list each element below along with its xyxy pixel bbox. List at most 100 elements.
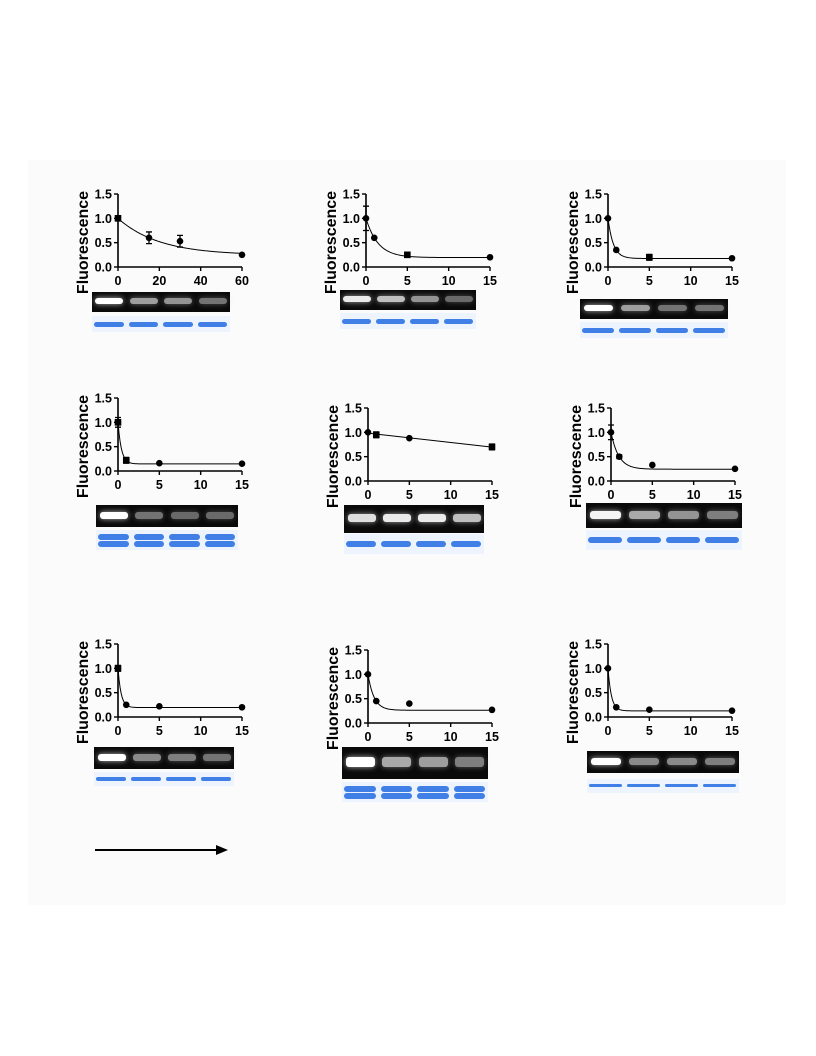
coomassie-band (588, 537, 622, 544)
x-tick-label: 0 (605, 724, 612, 738)
data-point (370, 234, 378, 242)
coomassie-gel (92, 316, 230, 332)
x-tick-label: 10 (684, 274, 698, 288)
coomassie-band (344, 793, 376, 800)
x-tick-label: 10 (444, 730, 458, 744)
coomassie-band (619, 327, 652, 333)
fluorescence-gel (94, 747, 234, 769)
gel-band (452, 513, 481, 523)
data-point (406, 700, 413, 707)
gel-band (417, 513, 446, 523)
data-point (646, 253, 653, 261)
x-tick-label: 15 (485, 488, 499, 502)
x-tick-label: 10 (444, 488, 458, 502)
data-point (238, 251, 246, 259)
y-tick-label: 0.0 (343, 261, 360, 275)
gel-band (694, 305, 725, 312)
x-tick-label: 10 (684, 724, 698, 738)
y-tick-label: 1.5 (585, 188, 602, 202)
coomassie-band (705, 537, 739, 544)
y-tick-label: 1.5 (343, 188, 360, 202)
y-axis-label: Fluorescence (75, 395, 92, 498)
data-point (176, 237, 184, 245)
coomassie-band (656, 327, 689, 333)
y-tick-label: 1.0 (343, 212, 360, 226)
y-tick-label: 1.0 (585, 212, 602, 226)
y-tick-label: 0.0 (95, 465, 112, 479)
y-tick-label: 1.0 (95, 212, 112, 226)
data-point (372, 697, 380, 705)
x-tick-label: 0 (115, 724, 122, 738)
gel-band (347, 513, 376, 523)
coomassie-band (346, 541, 377, 548)
gel-band (628, 758, 660, 765)
x-tick-label: 15 (728, 488, 742, 502)
y-tick-label: 1.5 (588, 402, 605, 416)
gel-band (445, 296, 473, 303)
y-tick-label: 1.0 (585, 662, 602, 676)
x-tick-label: 0 (363, 274, 370, 288)
coomassie-band (128, 321, 159, 327)
plot-9: Fluorescence 0.0 0.5 1.0 1.5 0 5 10 15 (565, 638, 739, 745)
coomassie-band (166, 776, 197, 782)
x-tick-label: 20 (152, 274, 166, 288)
coomassie-band (380, 793, 413, 800)
gel-band (377, 296, 405, 303)
x-tick-label: 0 (365, 488, 372, 502)
plot-4: Fluorescence 0.0 0.5 1.0 1.5 0 5 10 15 (75, 392, 249, 499)
coomassie-band (453, 786, 486, 793)
data-point (364, 671, 372, 678)
data-point (612, 703, 620, 711)
coomassie-band (169, 541, 200, 548)
data-point (404, 251, 411, 259)
gel-band (129, 298, 158, 305)
coomassie-band (444, 318, 474, 324)
y-tick-label: 1.5 (95, 638, 112, 652)
gel-band (382, 757, 412, 767)
y-tick-label: 0.0 (588, 475, 605, 489)
coomassie-band (703, 783, 736, 787)
x-tick-label: 0 (115, 478, 122, 492)
x-tick-label: 5 (156, 478, 163, 492)
y-tick-label: 1.5 (95, 392, 112, 406)
plot-3: Fluorescence 0.0 0.5 1.0 1.5 0 5 10 15 (565, 188, 739, 295)
coomassie-gel (586, 530, 742, 550)
coomassie-band (133, 541, 165, 548)
data-point (604, 215, 612, 222)
gel-band (411, 296, 439, 303)
y-tick-label: 0.5 (588, 450, 605, 464)
coomassie-band (410, 318, 440, 324)
y-tick-label: 0.0 (95, 261, 112, 275)
coomassie-band (98, 541, 129, 548)
gel-band (170, 512, 199, 519)
x-tick-label: 5 (156, 724, 163, 738)
coomassie-band (582, 327, 615, 333)
plot-8: Fluorescence 0.0 0.5 1.0 1.5 0 5 10 15 (325, 644, 499, 751)
fluorescence-gel (580, 299, 728, 319)
data-point (406, 434, 413, 442)
data-point (362, 215, 370, 222)
gel-band (666, 758, 698, 765)
coomassie-band (693, 327, 726, 333)
y-tick-label: 1.0 (95, 662, 112, 676)
data-point (122, 456, 130, 464)
y-tick-label: 0.5 (345, 450, 362, 464)
data-point (238, 460, 246, 467)
y-tick-label: 0.5 (95, 686, 112, 700)
fit-curve (607, 218, 732, 259)
gel-band (343, 296, 371, 303)
x-tick-label: 5 (646, 274, 653, 288)
gel-band (164, 298, 193, 305)
coomassie-band (417, 786, 449, 793)
x-tick-label: 15 (235, 478, 249, 492)
y-tick-label: 1.0 (95, 416, 112, 430)
coomassie-band (627, 783, 660, 787)
gel-band (455, 757, 485, 767)
data-point (114, 665, 122, 672)
plot-2: Fluorescence 0.0 0.5 1.0 1.5 0 5 10 15 (323, 188, 497, 295)
gel-band (132, 754, 161, 761)
x-tick-label: 15 (725, 274, 739, 288)
y-axis-label: Fluorescence (325, 647, 342, 750)
x-tick-label: 5 (404, 274, 411, 288)
x-tick-label: 5 (406, 730, 413, 744)
